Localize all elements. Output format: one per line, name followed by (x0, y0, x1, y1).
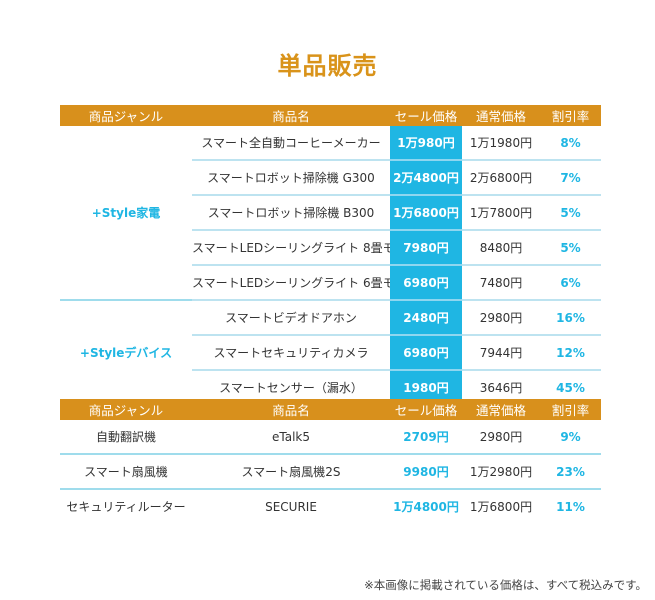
discount-rate: 23% (540, 454, 601, 490)
sale-price: 6980円 (390, 265, 462, 301)
sale-price: 1万4800円 (393, 500, 459, 514)
header-genre: 商品ジャンル (60, 399, 192, 420)
header-sale-price: セール価格 (390, 399, 462, 420)
genre-cell: +Style家電 (60, 126, 192, 301)
table-row: スマートLEDシーリングライト 6畳モデル 6980円 7480円 6% (60, 265, 601, 301)
discount-rate: 11% (556, 499, 585, 514)
sale-price: 9980円 (390, 454, 462, 490)
regular-price: 2980円 (462, 300, 540, 336)
table-header-row: 商品ジャンル 商品名 セール価格 通常価格 割引率 (60, 105, 601, 126)
sale-price: 6980円 (390, 335, 462, 371)
sale-price: 2万4800円 (390, 160, 462, 196)
table-row: +Styleデバイス スマートビデオドアホン 2480円 2980円 16% (60, 300, 601, 360)
regular-price: 8480円 (462, 230, 540, 266)
sale-price: 2480円 (390, 300, 462, 336)
genre-cell: スマート扇風機 (60, 454, 192, 490)
header-regular-price: 通常価格 (462, 105, 540, 126)
discount-rate: 5% (540, 230, 601, 266)
header-product-name: 商品名 (192, 105, 390, 126)
regular-price: 2万6800円 (462, 160, 540, 196)
table-row: 自動翻訳機 eTalk5 2709円 2980円 9% (60, 420, 601, 455)
product-name: スマートLEDシーリングライト 8畳モデル (192, 230, 390, 266)
page-title: 単品販売 (277, 52, 378, 80)
discount-rate: 9% (540, 420, 601, 455)
sale-price: 2709円 (390, 420, 462, 455)
product-name: SECURIE (265, 499, 317, 514)
sale-price: 7980円 (390, 230, 462, 266)
genre-cell: 自動翻訳機 (60, 420, 192, 455)
regular-price: 7944円 (462, 335, 540, 371)
genre-cell: セキュリティルーター (66, 500, 186, 514)
regular-price: 1万7800円 (462, 195, 540, 231)
regular-price: 7480円 (462, 265, 540, 301)
product-name: スマートロボット掃除機 B300 (192, 195, 390, 231)
header-sale-price: セール価格 (390, 105, 462, 126)
product-name: スマート全自動コーヒーメーカー (192, 126, 390, 161)
table-row: スマート扇風機 スマート扇風機2S 9980円 1万2980円 23% (60, 454, 601, 490)
table-row: +Style家電 スマート全自動コーヒーメーカー 1万980円 1万1980円 … (60, 126, 601, 301)
header-product-name: 商品名 (192, 399, 390, 420)
product-name: スマートLEDシーリングライト 6畳モデル (192, 265, 390, 301)
regular-price: 1万1980円 (462, 126, 540, 161)
product-name: スマートロボット掃除機 G300 (192, 160, 390, 196)
discount-rate: 16% (540, 300, 601, 336)
table-row: スマートロボット掃除機 G300 2万4800円 2万6800円 7% (60, 160, 601, 196)
regular-price: 1万6800円 (469, 500, 533, 514)
discount-rate: 5% (540, 195, 601, 231)
tax-note: ※本画像に掲載されている価格は、すべて税込みです。 (364, 578, 647, 592)
product-name: スマートビデオドアホン (192, 300, 390, 336)
header-genre: 商品ジャンル (60, 105, 192, 126)
product-name: スマート扇風機2S (192, 454, 390, 490)
table-row: セキュリティルーター SECURIE 1万4800円 1万6800円 11% (60, 489, 601, 523)
product-name: スマートセンサー（漏水） (219, 381, 363, 395)
table-row: スマートロボット掃除機 B300 1万6800円 1万7800円 5% (60, 195, 601, 231)
table-header-row: 商品ジャンル 商品名 セール価格 通常価格 割引率 (60, 399, 601, 420)
table-row: スマートLEDシーリングライト 8畳モデル 7980円 8480円 5% (60, 230, 601, 266)
header-discount: 割引率 (540, 399, 601, 420)
sale-price: 1万6800円 (390, 195, 462, 231)
regular-price: 2980円 (462, 420, 540, 455)
discount-rate: 6% (540, 265, 601, 301)
discount-rate: 45% (556, 380, 585, 395)
product-name: スマートセキュリティカメラ (192, 335, 390, 371)
header-regular-price: 通常価格 (462, 399, 540, 420)
sale-price: 1万980円 (390, 126, 462, 161)
product-name: eTalk5 (192, 420, 390, 455)
regular-price: 1万2980円 (462, 454, 540, 490)
price-table-other: 商品ジャンル 商品名 セール価格 通常価格 割引率 自動翻訳機 eTalk5 2… (60, 399, 601, 523)
discount-rate: 12% (540, 335, 601, 371)
header-discount: 割引率 (540, 105, 601, 126)
sale-price: 1980円 (390, 370, 462, 404)
table-row: スマートセンサー（漏水） 1980円 3646円 45% (60, 370, 601, 404)
regular-price: 3646円 (479, 381, 523, 395)
discount-rate: 7% (540, 160, 601, 196)
price-table-main: 商品ジャンル 商品名 セール価格 通常価格 割引率 +Style家電 スマート全… (60, 105, 601, 404)
table-row: スマートセキュリティカメラ 6980円 7944円 12% (60, 335, 601, 371)
genre-cell: +Styleデバイス (79, 346, 173, 360)
discount-rate: 8% (540, 126, 601, 161)
